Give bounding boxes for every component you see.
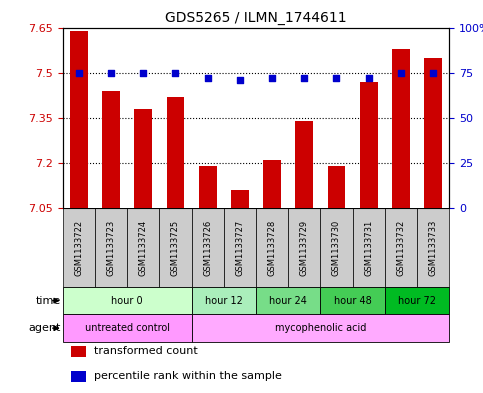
Bar xyxy=(327,166,345,208)
Bar xyxy=(224,208,256,287)
Bar xyxy=(63,314,192,342)
Bar xyxy=(199,166,216,208)
Point xyxy=(268,75,276,81)
Text: hour 48: hour 48 xyxy=(334,296,371,306)
Bar xyxy=(353,208,385,287)
Text: GSM1133725: GSM1133725 xyxy=(171,220,180,275)
Point xyxy=(300,75,308,81)
Text: hour 72: hour 72 xyxy=(398,296,436,306)
Text: mycophenolic acid: mycophenolic acid xyxy=(275,323,366,333)
Bar xyxy=(159,208,192,287)
Text: GSM1133722: GSM1133722 xyxy=(74,220,84,275)
Text: GSM1133730: GSM1133730 xyxy=(332,219,341,276)
Text: transformed count: transformed count xyxy=(94,346,198,356)
Bar xyxy=(385,208,417,287)
Title: GDS5265 / ILMN_1744611: GDS5265 / ILMN_1744611 xyxy=(165,11,347,25)
Bar xyxy=(102,91,120,208)
Text: GSM1133731: GSM1133731 xyxy=(364,219,373,276)
Bar xyxy=(320,208,353,287)
Text: GSM1133726: GSM1133726 xyxy=(203,219,212,276)
Bar xyxy=(95,208,127,287)
Text: GSM1133727: GSM1133727 xyxy=(235,219,244,276)
Point xyxy=(365,75,372,81)
Text: hour 24: hour 24 xyxy=(269,296,307,306)
Bar xyxy=(256,287,320,314)
Point xyxy=(333,75,341,81)
Bar xyxy=(71,346,86,357)
Point xyxy=(171,70,179,76)
Text: GSM1133733: GSM1133733 xyxy=(428,219,438,276)
Bar xyxy=(192,287,256,314)
Text: hour 0: hour 0 xyxy=(112,296,143,306)
Bar xyxy=(70,31,88,208)
Text: time: time xyxy=(36,296,61,306)
Bar xyxy=(167,97,185,208)
Bar xyxy=(63,287,192,314)
Bar xyxy=(127,208,159,287)
Bar xyxy=(296,121,313,208)
Bar xyxy=(360,82,378,208)
Bar xyxy=(424,58,442,208)
Bar xyxy=(231,190,249,208)
Text: GSM1133728: GSM1133728 xyxy=(268,219,277,276)
Point xyxy=(140,70,147,76)
Bar xyxy=(192,314,449,342)
Point xyxy=(429,70,437,76)
Point xyxy=(107,70,115,76)
Text: GSM1133729: GSM1133729 xyxy=(300,220,309,275)
Bar xyxy=(256,208,288,287)
Text: agent: agent xyxy=(29,323,61,333)
Bar xyxy=(71,371,86,382)
Bar xyxy=(63,208,95,287)
Bar xyxy=(134,109,152,208)
Point xyxy=(236,77,244,83)
Text: GSM1133732: GSM1133732 xyxy=(397,219,405,276)
Text: hour 12: hour 12 xyxy=(205,296,243,306)
Bar xyxy=(288,208,320,287)
Text: GSM1133724: GSM1133724 xyxy=(139,220,148,275)
Text: percentile rank within the sample: percentile rank within the sample xyxy=(94,371,282,381)
Point xyxy=(75,70,83,76)
Point xyxy=(204,75,212,81)
Bar xyxy=(385,287,449,314)
Bar xyxy=(263,160,281,208)
Bar xyxy=(320,287,385,314)
Bar xyxy=(392,49,410,208)
Text: untreated control: untreated control xyxy=(85,323,170,333)
Text: GSM1133723: GSM1133723 xyxy=(107,219,115,276)
Bar xyxy=(417,208,449,287)
Bar xyxy=(192,208,224,287)
Point xyxy=(397,70,405,76)
